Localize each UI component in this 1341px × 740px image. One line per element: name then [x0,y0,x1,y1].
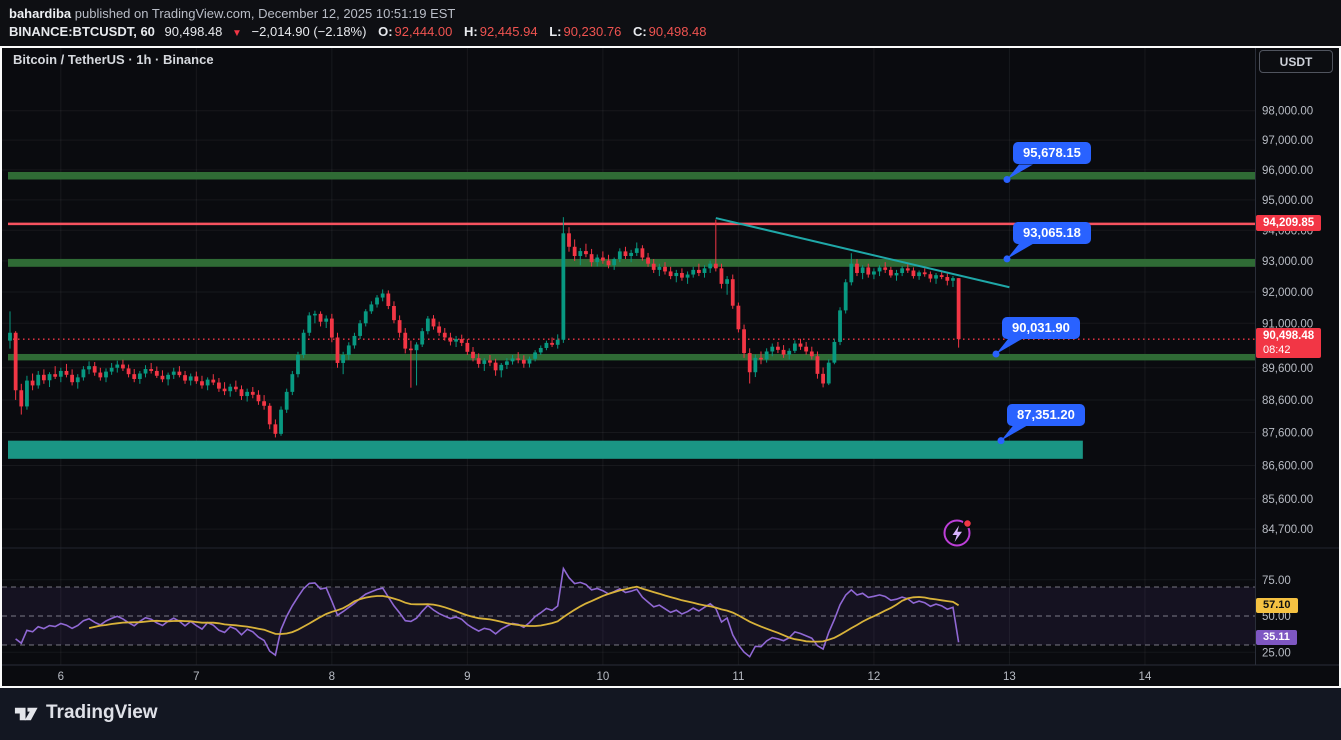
chart-title: Bitcoin / TetherUS · 1h · Binance [13,52,214,67]
time-axis-label: 11 [732,671,744,683]
price-axis-label: 96,000.00 [1262,165,1313,177]
time-axis-label: 7 [193,671,199,683]
time-axis-label: 14 [1139,671,1152,683]
price-axis-label: 87,600.00 [1262,428,1313,440]
price-axis-label: 92,000.00 [1262,287,1313,299]
author-name: bahardiba [9,6,72,21]
price-change: −2,014.90 (−2.18%) [251,24,367,39]
axes: 98,000.0097,000.0096,000.0095,000.0094,0… [2,48,1339,683]
callout-tails [992,164,1033,445]
time-axis-label: 6 [58,671,64,683]
currency-toggle-button[interactable]: USDT [1259,50,1333,73]
rsi-axis-label: 75.00 [1262,575,1291,587]
close-value: 90,498.48 [648,24,707,39]
open-label: O: [378,24,393,39]
rsi-ma-line [88,585,960,643]
price-axis-label: 93,000.00 [1262,256,1313,268]
publish-info: bahardiba published on TradingView.com, … [9,6,455,21]
time-axis-label: 13 [1003,671,1016,683]
price-axis-label: 97,000.00 [1262,135,1313,147]
candle-countdown: 08:42 [1263,344,1291,357]
price-callout-95678[interactable]: 95,678.15 [1013,142,1091,165]
price-axis-label: 84,700.00 [1262,524,1313,536]
chart-canvas[interactable] [2,48,1339,686]
published-text: published on TradingView.com, December 1… [74,6,456,21]
lightning-alert-icon[interactable] [941,516,975,550]
current-price-badge: 90,498.48 08:42 [1256,328,1322,359]
candles-layer [8,217,961,438]
tradingview-brand[interactable]: TradingView [46,702,158,723]
footer-bar: TradingView [0,688,1341,740]
price-callout-87351[interactable]: 87,351.20 [1007,403,1085,426]
current-price-value: 90,498.48 [1263,330,1315,343]
close-label: C: [632,24,647,39]
descending-trendline[interactable] [715,217,1010,289]
price-axis-label: 88,600.00 [1262,395,1313,407]
header-bar: bahardiba published on TradingView.com, … [0,0,1341,46]
rsi-axis-label: 50.00 [1262,611,1291,623]
price-callout-90031[interactable]: 90,031.90 [1002,316,1080,339]
rsi-ma-value-badge: 57.10 [1256,597,1298,613]
open-value: 92,444.00 [394,24,453,39]
symbol-info-row: BINANCE:BTCUSDT, 60 90,498.48 ▼ −2,014.9… [9,24,707,39]
low-value: 90,230.76 [563,24,622,39]
price-axis-label: 98,000.00 [1262,106,1313,118]
high-value: 92,445.94 [479,24,538,39]
time-axis-label: 10 [596,671,609,683]
rsi-panel [2,566,1255,658]
rsi-axis-label: 25.00 [1262,647,1291,659]
high-label: H: [464,24,478,39]
price-axis-label: 95,000.00 [1262,195,1313,207]
time-axis-label: 8 [329,671,335,683]
price-callout-93065[interactable]: 93,065.18 [1013,221,1091,244]
rsi-value-badge: 35.11 [1256,629,1297,645]
tradingview-logo-icon[interactable] [13,701,40,728]
price-axis-label: 86,600.00 [1262,460,1313,472]
low-label: L: [549,24,562,39]
time-axis-label: 12 [868,671,881,683]
time-axis-label: 9 [464,671,470,683]
support-resistance-zones [8,171,1255,459]
symbol-name: BINANCE:BTCUSDT, 60 [9,24,155,39]
price-axis-label: 85,600.00 [1262,494,1313,506]
down-arrow-icon: ▼ [232,28,242,39]
last-price: 90,498.48 [164,24,223,39]
resistance-price-badge: 94,209.85 [1256,214,1322,231]
rsi-line [15,566,960,658]
price-axis-label: 91,000.00 [1262,318,1313,330]
price-axis-label: 89,600.00 [1262,363,1313,375]
